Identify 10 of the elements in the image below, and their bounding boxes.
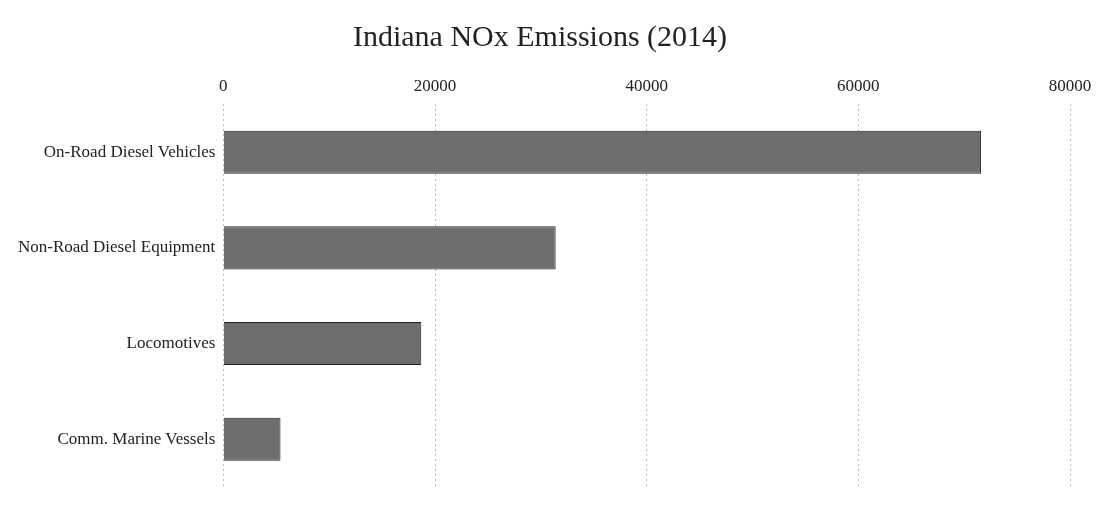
- x-tick-label: 40000: [625, 75, 668, 95]
- y-tick-label: Non-Road Diesel Equipment: [17, 237, 216, 257]
- x-tick-label: 80000: [1048, 75, 1092, 95]
- y-tick-label: Comm. Marine Vessels: [57, 428, 216, 448]
- y-tick-label: On-Road Diesel Vehicles: [43, 141, 216, 161]
- x-tick-label: 20000: [413, 75, 457, 95]
- chart-title: Indiana NOx Emissions (2014): [352, 18, 728, 53]
- y-tick-label: Locomotives: [126, 332, 216, 352]
- x-tick-label: 0: [219, 75, 228, 95]
- x-tick-label: 60000: [837, 75, 880, 95]
